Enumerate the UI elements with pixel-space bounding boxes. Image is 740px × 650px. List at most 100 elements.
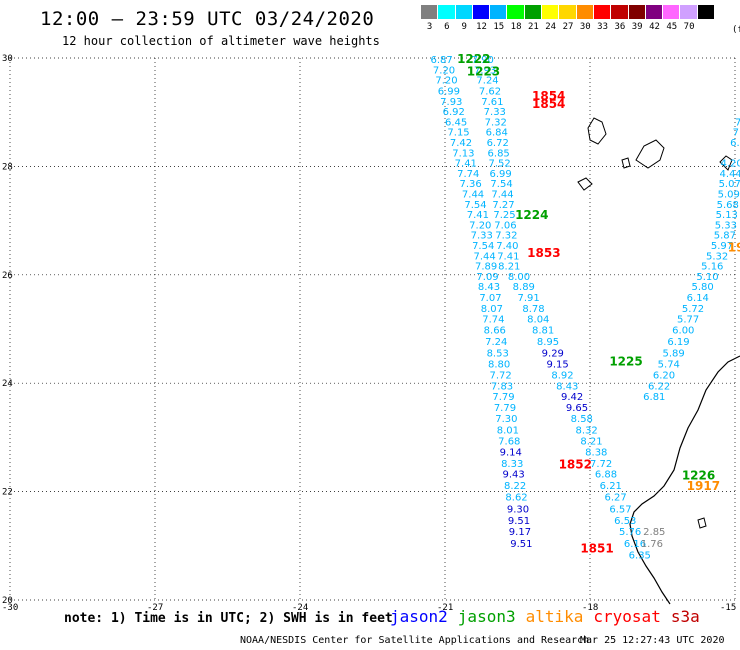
pass-time-label: 1222: [457, 52, 490, 66]
page-subtitle: 12 hour collection of altimeter wave hei…: [62, 34, 380, 48]
wave-height-label: 7.62: [479, 87, 501, 98]
pass-time-label: 1226: [682, 468, 715, 482]
legend-swatch: [645, 5, 664, 19]
legend-swatch: [421, 5, 439, 19]
wave-height-label: 7.41: [497, 251, 519, 262]
lat-tick-label: 28: [2, 162, 13, 172]
wave-height-label: 7.3: [733, 128, 740, 139]
wave-height-label: 7.33: [471, 231, 493, 242]
wave-height-label: 5.80: [692, 282, 714, 293]
wave-height-label: 7.06: [494, 220, 516, 231]
wave-height-label: 8.95: [537, 337, 559, 348]
wave-height-label: 5.16: [701, 262, 723, 273]
wave-height-label: 7.83: [491, 381, 513, 392]
wave-height-label: 7.74: [482, 315, 504, 326]
legend-label: 27: [562, 22, 574, 32]
wave-height-label: 8.43: [478, 282, 500, 293]
wave-height-label: 8.58: [571, 414, 593, 425]
wave-height-label: 6.92: [443, 107, 465, 118]
wave-height-label: 7.42: [450, 138, 472, 149]
legend-label: 42: [649, 22, 660, 32]
legend-label: 39: [631, 22, 643, 32]
wave-height-label: 6.99: [489, 169, 511, 180]
legend-label: 15: [493, 22, 505, 32]
wave-height-label: 6.72: [487, 138, 509, 149]
legend-label: 6: [444, 22, 450, 32]
lat-tick-label: 30: [2, 54, 13, 64]
legend-swatch: [507, 5, 525, 19]
wave-height-label: 5.87: [714, 231, 736, 242]
wave-height-label: 9.42: [561, 392, 583, 403]
wave-height-label: 7.27: [492, 200, 514, 211]
wave-height-label: 4.20: [721, 159, 740, 170]
pass-time-label: 1852: [559, 458, 592, 472]
wave-height-label: 5.32: [706, 251, 728, 262]
legend-label: 3: [426, 22, 433, 32]
wave-height-label: 8.07: [481, 304, 503, 315]
lon-tick-label: -24: [292, 603, 308, 613]
wave-height-label: 6.53: [614, 516, 636, 527]
wave-height-label: 9.30: [507, 504, 529, 515]
satellite-name: jason2: [390, 607, 448, 626]
wave-height-label: 7.24: [485, 337, 507, 348]
wave-height-label: 5.10: [696, 272, 718, 283]
wave-height-label: 7.93: [474, 65, 496, 76]
legend-label: 45: [666, 22, 678, 32]
wave-height-label: 7.: [735, 117, 740, 128]
wave-height-label: 6.14: [687, 293, 709, 304]
legend-swatch: [542, 5, 560, 19]
wave-height-label: 9.15: [547, 360, 569, 371]
wave-height-label: 7.07: [479, 293, 501, 304]
wave-height-label: 5.89: [663, 348, 685, 359]
wave-height-label: 8.21: [580, 437, 602, 448]
wave-height-label: 8.43: [556, 381, 578, 392]
wave-height-label: 6.22: [648, 381, 670, 392]
legend-labels: 3 6 9 12 15 18 21 24 27 30 33 36 39 42 45 70: [421, 22, 715, 34]
wave-height-label: 7.13: [452, 148, 474, 159]
wave-height-label: 8.89: [513, 282, 535, 293]
wave-height-label: 7.91: [518, 293, 540, 304]
wave-height-label: 8.81: [532, 326, 554, 337]
wave-height-label: 7.32: [495, 231, 517, 242]
legend-label: 70: [683, 22, 695, 32]
lon-tick-label: -21: [437, 603, 453, 613]
wave-height-label: 6.27: [605, 492, 627, 503]
wave-height-label: 7.61: [481, 97, 503, 108]
wave-height-label: 7.52: [489, 159, 511, 170]
wave-height-label: 8.21: [498, 262, 520, 273]
wave-height-label: 8.33: [501, 459, 523, 470]
legend-swatch: [663, 5, 681, 19]
altimeter-tracks: 6.877.207.206.997.936.926.457.157.427.13…: [431, 55, 740, 561]
wave-height-label: 9.51: [508, 516, 530, 527]
wave-height-label: 7.44: [491, 190, 513, 201]
wave-height-label: 5.77: [677, 315, 699, 326]
legend-label: 12: [476, 22, 487, 32]
wave-height-label: 6.88: [595, 470, 617, 481]
legend-label: 18: [510, 22, 522, 32]
legend-swatch: [524, 5, 543, 19]
legend-swatch: [490, 5, 508, 19]
wave-height-label: 7.24: [476, 76, 498, 87]
wave-height-label: 8.00: [508, 272, 530, 283]
map-axis-labels: 30 28 26 24 22 20-30 -27 -24 -21 -18 -15: [2, 54, 736, 613]
wave-height-label: 5.13: [716, 210, 738, 221]
wave-height-label: 9.43: [503, 470, 525, 481]
legend-swatch: [593, 5, 612, 19]
wave-height-label: 8.92: [551, 371, 573, 382]
page-title: 12:00 — 23:59 UTC 03/24/2020: [40, 8, 375, 30]
wave-height-label: 6.45: [445, 117, 467, 128]
wave-height-label: 5.33: [715, 220, 737, 231]
wave-height-label: 7.32: [485, 117, 507, 128]
legend-label: 21: [527, 22, 539, 32]
legend-label: 36: [614, 22, 626, 32]
wave-height-label: 7.25: [493, 210, 515, 221]
wave-height-label: 5.07: [719, 179, 740, 190]
wave-height-label: 2.85: [643, 527, 665, 538]
legend-label: 33: [597, 22, 609, 32]
wave-height-label: 7.40: [496, 241, 518, 252]
wave-height-label: 8.62: [505, 492, 527, 503]
lon-tick-label: -30: [2, 603, 18, 613]
wave-height-label: 9.51: [510, 539, 532, 550]
wave-height-label: 7.54: [472, 241, 494, 252]
wave-height-label: 7.74: [457, 169, 479, 180]
